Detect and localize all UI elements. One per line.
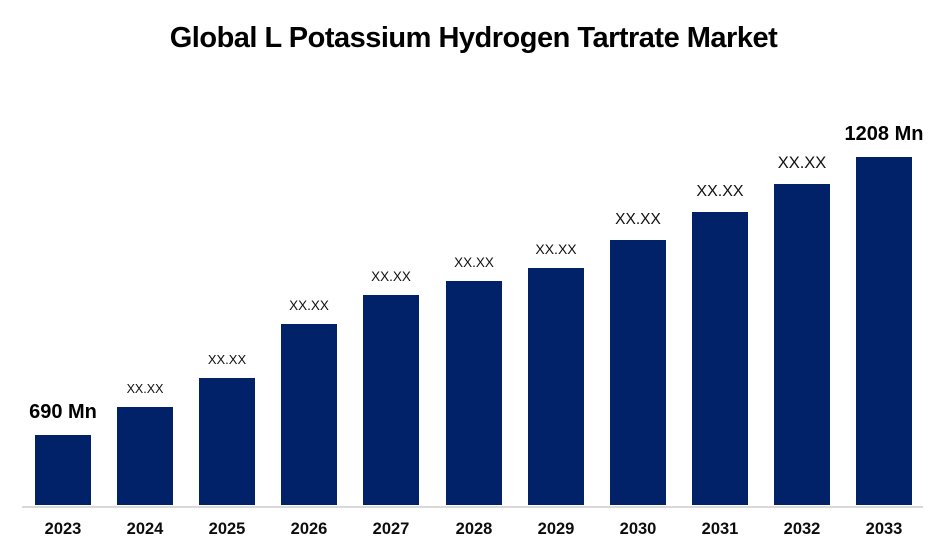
value-label-2031: XX.XX xyxy=(696,183,744,200)
bar-2024 xyxy=(117,407,173,505)
x-tick-2030: 2030 xyxy=(619,520,657,538)
x-tick-2025: 2025 xyxy=(208,520,246,538)
bar-2026 xyxy=(281,324,337,505)
x-axis-line xyxy=(22,506,923,508)
value-label-2028: XX.XX xyxy=(454,255,494,270)
value-label-2033: 1208 Mn xyxy=(844,123,924,145)
x-tick-2024: 2024 xyxy=(126,520,164,538)
bar-2031 xyxy=(692,212,748,505)
bar-2029 xyxy=(528,268,584,505)
bar-2025 xyxy=(199,378,255,505)
bar-2027 xyxy=(363,295,419,505)
bar-2032 xyxy=(774,184,830,505)
x-tick-2029: 2029 xyxy=(537,520,575,538)
x-tick-2032: 2032 xyxy=(783,520,821,538)
bar-2028 xyxy=(446,281,502,505)
x-tick-2033: 2033 xyxy=(865,520,903,538)
value-label-2027: XX.XX xyxy=(371,269,411,284)
x-tick-2027: 2027 xyxy=(372,520,410,538)
bar-2033 xyxy=(856,157,912,505)
value-label-2029: XX.XX xyxy=(535,241,577,257)
value-label-2023: 690 Mn xyxy=(29,401,97,423)
bar-2030 xyxy=(610,240,666,505)
chart-title: Global L Potassium Hydrogen Tartrate Mar… xyxy=(169,22,778,54)
bar-2023 xyxy=(35,435,91,505)
x-tick-2028: 2028 xyxy=(455,520,493,538)
x-tick-2026: 2026 xyxy=(290,520,328,538)
value-label-2030: XX.XX xyxy=(615,211,661,228)
x-tick-2031: 2031 xyxy=(701,520,739,538)
value-label-2024: XX.XX xyxy=(126,382,164,396)
value-label-2032: XX.XX xyxy=(777,154,827,172)
value-label-2025: XX.XX xyxy=(207,352,247,367)
x-tick-2023: 2023 xyxy=(44,520,82,538)
value-label-2026: XX.XX xyxy=(289,298,329,313)
